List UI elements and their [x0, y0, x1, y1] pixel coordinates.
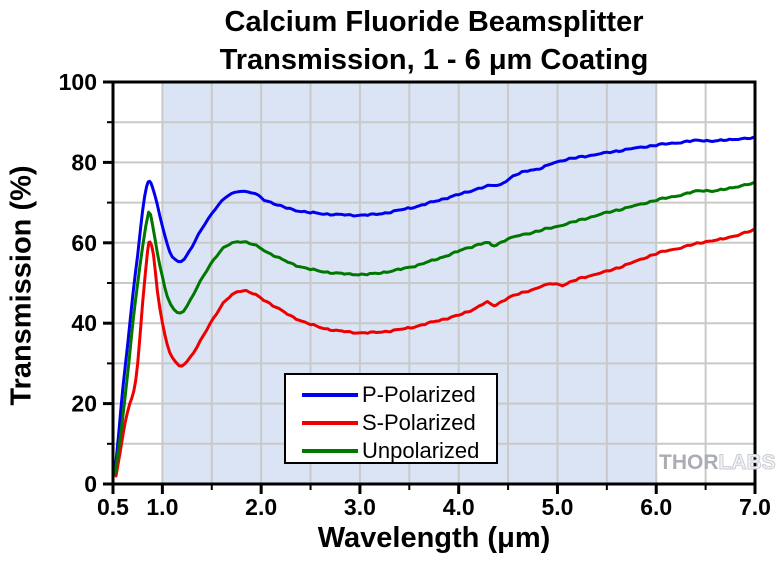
series-p-polarized	[113, 135, 757, 474]
y-tick-label: 60	[71, 230, 97, 256]
legend: P-Polarized S-Polarized Unpolarized	[284, 373, 498, 464]
legend-label: S-Polarized	[362, 410, 476, 435]
legend-item-unpolarized: Unpolarized	[302, 438, 496, 464]
plot-frame	[111, 80, 757, 486]
chart-title-line2: Transmission, 1 - 6 μm Coating	[219, 44, 649, 76]
series-s-polarized	[114, 227, 757, 478]
watermark-solid-text: THOR	[659, 451, 719, 474]
x-tick-label: 0.5	[97, 494, 129, 520]
unpolarized-line-sample	[302, 449, 358, 453]
series-unpolarized	[113, 181, 757, 476]
watermark-outline-text: LABS	[718, 451, 776, 475]
legend-label: Unpolarized	[362, 438, 480, 463]
legend-label: P-Polarized	[362, 382, 476, 407]
y-tick-label: 0	[84, 471, 97, 497]
x-tick-label: 3.0	[344, 494, 376, 520]
legend-item-p-polarized: P-Polarized	[302, 382, 496, 408]
x-axis-label: Wavelength (μm)	[317, 522, 551, 554]
s-polarized-line-sample	[302, 421, 358, 425]
thorlabs-watermark: THORLABS	[659, 451, 776, 475]
y-tick-label: 20	[71, 391, 97, 417]
x-tick-label: 2.0	[245, 494, 277, 520]
y-tick-label: 100	[59, 69, 97, 95]
p-polarized-line-sample	[302, 393, 358, 397]
y-tick-label: 40	[71, 310, 97, 336]
chart-title-line1: Calcium Fluoride Beamsplitter	[224, 6, 644, 38]
x-tick-label: 7.0	[739, 494, 771, 520]
x-tick-label: 5.0	[541, 494, 573, 520]
x-tick-label: 6.0	[640, 494, 672, 520]
x-tick-label: 1.0	[146, 494, 178, 520]
y-tick-label: 80	[71, 149, 97, 175]
x-tick-label: 4.0	[443, 494, 475, 520]
y-axis-label: Transmission (%)	[5, 165, 38, 406]
legend-item-s-polarized: S-Polarized	[302, 410, 496, 436]
